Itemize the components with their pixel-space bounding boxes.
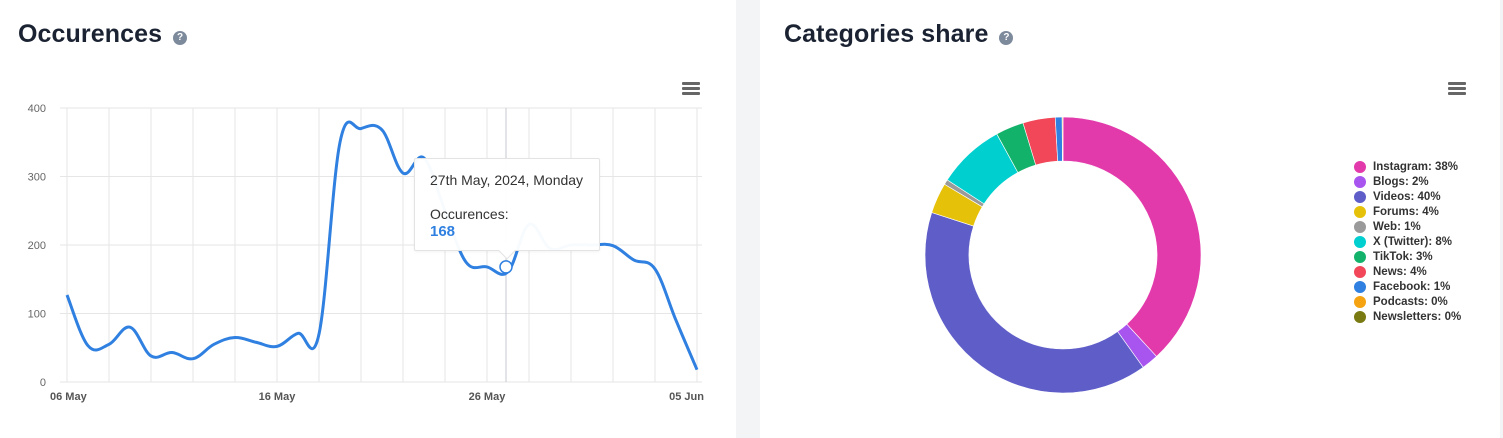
legend-label: Videos: 40% (1373, 190, 1441, 203)
legend-label: Facebook: 1% (1373, 280, 1451, 293)
legend-label: News: 4% (1373, 265, 1427, 278)
categories-legend: Instagram: 38% Blogs: 2% Videos: 40% Forums… (1354, 159, 1461, 324)
legend-color-dot-icon (1354, 265, 1366, 278)
legend-color-dot-icon (1354, 250, 1366, 263)
legend-color-dot-icon (1354, 280, 1366, 293)
y-axis-tick-label: 400 (28, 103, 46, 115)
legend-item[interactable]: Videos: 40% (1354, 189, 1461, 204)
legend-item[interactable]: Forums: 4% (1354, 204, 1461, 219)
legend-label: Instagram: 38% (1373, 160, 1459, 173)
categories-panel: Categories share ? Instagram: 38% Blogs: … (760, 0, 1500, 438)
chart-menu-button[interactable] (1448, 82, 1466, 96)
legend-item[interactable]: Podcasts: 0% (1354, 294, 1461, 309)
legend-color-dot-icon (1354, 190, 1366, 203)
x-axis-tick-label: 05 Jun (669, 391, 704, 403)
legend-color-dot-icon (1354, 235, 1366, 248)
occurrences-line-chart[interactable]: 0 100 200 300 400 06 May 16 May 26 May 05 Jun (0, 0, 736, 438)
y-axis-tick-label: 300 (28, 172, 46, 184)
x-axis-tick-label: 06 May (50, 391, 88, 403)
legend-item[interactable]: Facebook: 1% (1354, 279, 1461, 294)
legend-item[interactable]: Blogs: 2% (1354, 174, 1461, 189)
categories-donut-chart[interactable] (760, 0, 1320, 438)
tooltip-date: 27th May, 2024, Monday (430, 172, 584, 188)
legend-color-dot-icon (1354, 310, 1366, 323)
legend-item[interactable]: Web: 1% (1354, 219, 1461, 234)
occurrences-title: Occurences ? (18, 20, 188, 49)
donut-slice-podcasts[interactable] (1061, 116, 1064, 162)
chart-menu-button[interactable] (682, 82, 700, 96)
legend-color-dot-icon (1354, 220, 1366, 233)
highlight-marker[interactable] (499, 260, 513, 274)
legend-label: Newsletters: 0% (1373, 310, 1462, 323)
legend-label: Forums: 4% (1373, 205, 1439, 218)
tooltip-value: 168 (430, 223, 456, 240)
legend-color-dot-icon (1354, 175, 1366, 188)
y-axis-tick-label: 0 (40, 377, 46, 389)
hamburger-line (1448, 87, 1466, 90)
occurrences-series-line[interactable] (65, 120, 699, 371)
categories-title: Categories share ? (784, 20, 1014, 49)
x-axis-tick-label: 16 May (259, 391, 297, 403)
legend-label: Podcasts: 0% (1373, 295, 1448, 308)
legend-color-dot-icon (1354, 205, 1366, 218)
hamburger-menu-icon (682, 82, 700, 85)
y-axis-tick-label: 200 (28, 240, 46, 252)
legend-label: TikTok: 3% (1373, 250, 1433, 263)
y-axis-tick-label: 100 (28, 309, 46, 321)
occurrences-title-text: Occurences (18, 20, 163, 48)
hamburger-line (682, 87, 700, 90)
hamburger-line (1448, 92, 1466, 95)
question-circle-icon[interactable]: ? (999, 30, 1014, 45)
categories-title-text: Categories share (784, 20, 989, 48)
legend-label: Blogs: 2% (1373, 175, 1429, 188)
chart-tooltip: 27th May, 2024, Monday Occurences: 168 (414, 158, 600, 260)
question-circle-icon[interactable]: ? (173, 30, 188, 45)
tooltip-series-label: Occurences: (430, 206, 509, 222)
legend-label: Web: 1% (1373, 220, 1421, 233)
donut-slice-videos[interactable] (924, 212, 1144, 394)
donut-slice-instagram[interactable] (1062, 116, 1202, 357)
legend-label: X (Twitter): 8% (1373, 235, 1453, 248)
legend-color-dot-icon (1354, 160, 1366, 173)
hamburger-line (682, 92, 700, 95)
legend-color-dot-icon (1354, 295, 1366, 308)
hamburger-menu-icon (1448, 82, 1466, 85)
x-axis-tick-label: 26 May (469, 391, 507, 403)
occurrences-panel: Occurences ? 0 100 200 300 400 06 May 16 May 26… (0, 0, 736, 438)
legend-item[interactable]: X (Twitter): 8% (1354, 234, 1461, 249)
legend-item[interactable]: Newsletters: 0% (1354, 309, 1461, 324)
legend-item[interactable]: Instagram: 38% (1354, 159, 1461, 174)
legend-item[interactable]: TikTok: 3% (1354, 249, 1461, 264)
legend-item[interactable]: News: 4% (1354, 264, 1461, 279)
